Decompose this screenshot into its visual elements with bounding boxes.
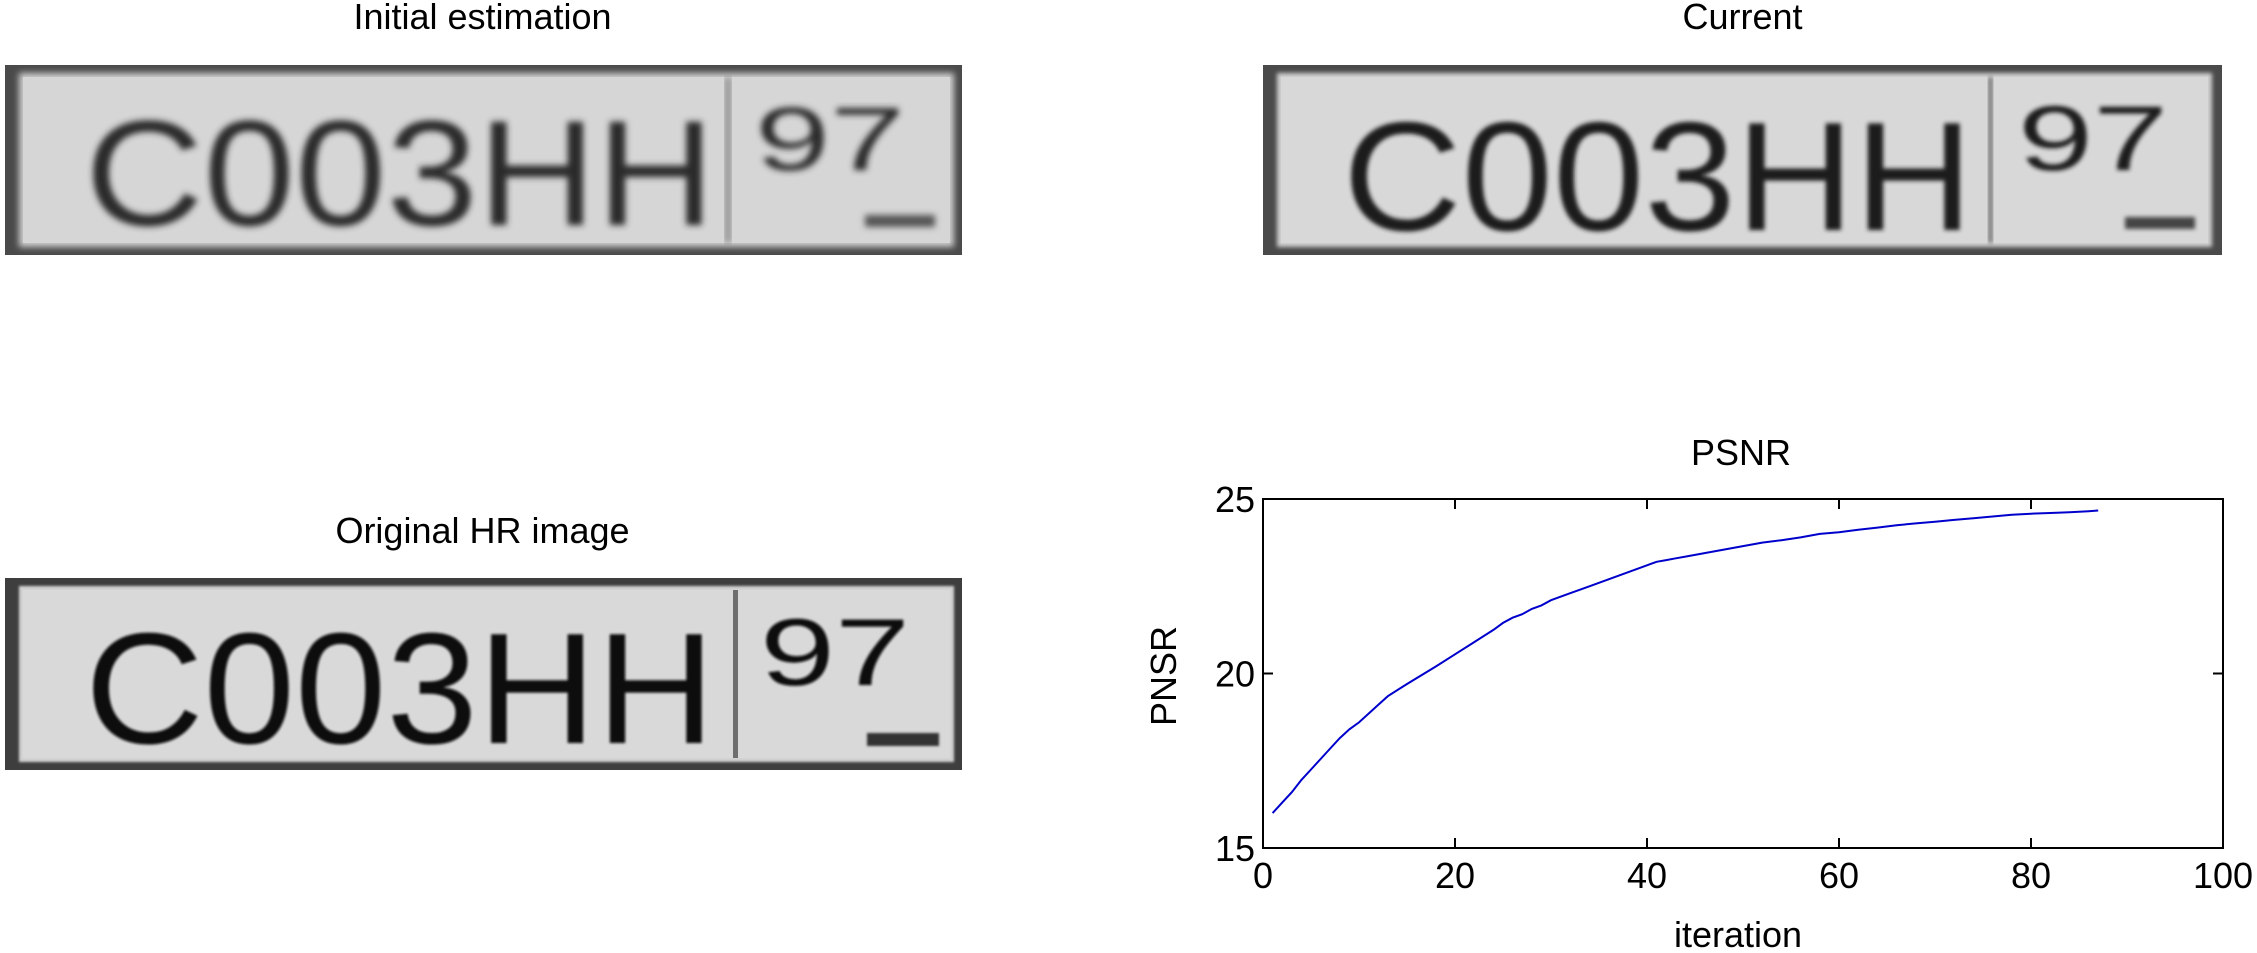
- current-image: C003HH 97: [1263, 65, 2222, 255]
- x-tick-label: 60: [1819, 855, 1859, 896]
- initial-estimation-image: C003HH 97: [5, 65, 962, 255]
- y-tick-label: 25: [1215, 479, 1255, 520]
- initial-plate-region-text: 97: [755, 90, 905, 190]
- y-axis-label: PNSR: [1143, 626, 1184, 726]
- original-plate-main-text: C003HH: [85, 601, 715, 770]
- axis-ticks: [1262, 498, 2224, 849]
- x-tick-label: 80: [2011, 855, 2051, 896]
- x-tick-label: 20: [1435, 855, 1475, 896]
- psnr-series-line: [1271, 509, 2099, 814]
- axis-tick-labels: 0 20 40 60 80 100 15 20 25: [1215, 479, 2253, 896]
- original-hr-image: C003HH 97: [5, 578, 962, 770]
- y-tick-label: 20: [1215, 654, 1255, 695]
- x-tick-label: 100: [2193, 855, 2253, 896]
- current-plate-region-text: 97: [2018, 88, 2168, 190]
- plot-frame: [1262, 498, 2224, 849]
- y-tick-label: 15: [1215, 828, 1255, 869]
- initial-plate-main-text: C003HH: [85, 89, 715, 255]
- original-hr-image-title: Original HR image: [335, 510, 630, 551]
- current-title: Current: [1682, 0, 1803, 37]
- original-plate-region-text: 97: [760, 600, 910, 706]
- initial-estimation-title: Initial estimation: [353, 0, 612, 37]
- x-tick-label: 40: [1627, 855, 1667, 896]
- chart-title: PSNR: [1691, 432, 1791, 473]
- x-axis-label: iteration: [1674, 914, 1802, 953]
- x-tick-label: 0: [1253, 855, 1273, 896]
- current-plate-main-text: C003HH: [1343, 90, 1973, 255]
